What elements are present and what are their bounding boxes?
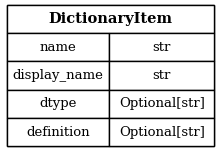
Text: dtype: dtype [39, 97, 77, 110]
Bar [7, 90, 109, 118]
Text: display_name: display_name [13, 69, 103, 82]
Text: name: name [40, 41, 76, 54]
Text: definition: definition [26, 126, 90, 139]
Bar [7, 33, 109, 61]
Bar [7, 118, 109, 146]
Text: str: str [153, 69, 171, 82]
Text: Optional[str]: Optional[str] [119, 126, 205, 139]
Bar [109, 61, 214, 90]
Bar [109, 118, 214, 146]
Text: Optional[str]: Optional[str] [119, 97, 205, 110]
Bar [109, 33, 214, 61]
Text: str: str [153, 41, 171, 54]
Text: DictionaryItem: DictionaryItem [48, 12, 173, 26]
Bar [7, 61, 109, 90]
Bar [7, 5, 214, 33]
Bar [109, 90, 214, 118]
